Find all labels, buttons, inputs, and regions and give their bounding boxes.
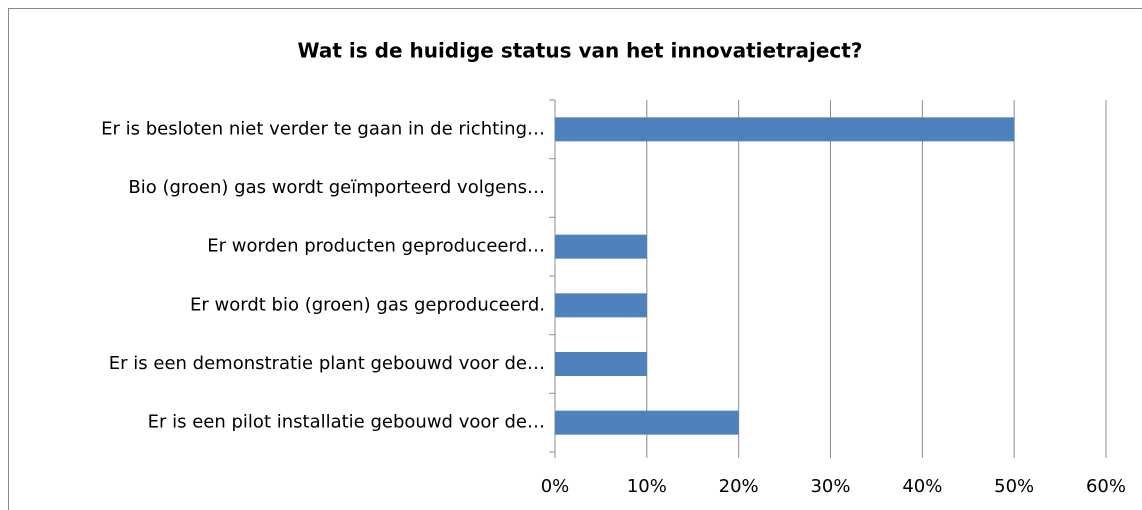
- y-tick-label: Er is een pilot installatie gebouwd voor…: [148, 412, 545, 433]
- bar: [555, 352, 647, 376]
- x-tick-label: 40%: [902, 476, 942, 497]
- x-tick-label: 50%: [994, 476, 1034, 497]
- x-tick-label: 60%: [1086, 476, 1126, 497]
- y-tick-label: Er wordt bio (groen) gas geproduceerd.: [190, 294, 545, 315]
- bar: [555, 410, 739, 435]
- y-tick-label: Er is een demonstratie plant gebouwd voo…: [109, 353, 545, 374]
- y-tick-label: Er is besloten niet verder te gaan in de…: [101, 118, 545, 139]
- y-tick-label: Er worden producten geproduceerd…: [207, 236, 545, 257]
- x-tick-label: 20%: [719, 476, 759, 497]
- bar: [555, 117, 1015, 142]
- x-tick-label: 10%: [627, 476, 667, 497]
- y-tick-label: Bio (groen) gas wordt geïmporteerd volge…: [128, 177, 545, 198]
- x-tick-label: 30%: [810, 476, 850, 497]
- x-tick-label: 0%: [541, 476, 570, 497]
- chart-title: Wat is de huidige status van het innovat…: [298, 39, 863, 63]
- bar: [555, 293, 647, 318]
- bar: [555, 234, 647, 259]
- chart-frame: [8, 8, 1142, 510]
